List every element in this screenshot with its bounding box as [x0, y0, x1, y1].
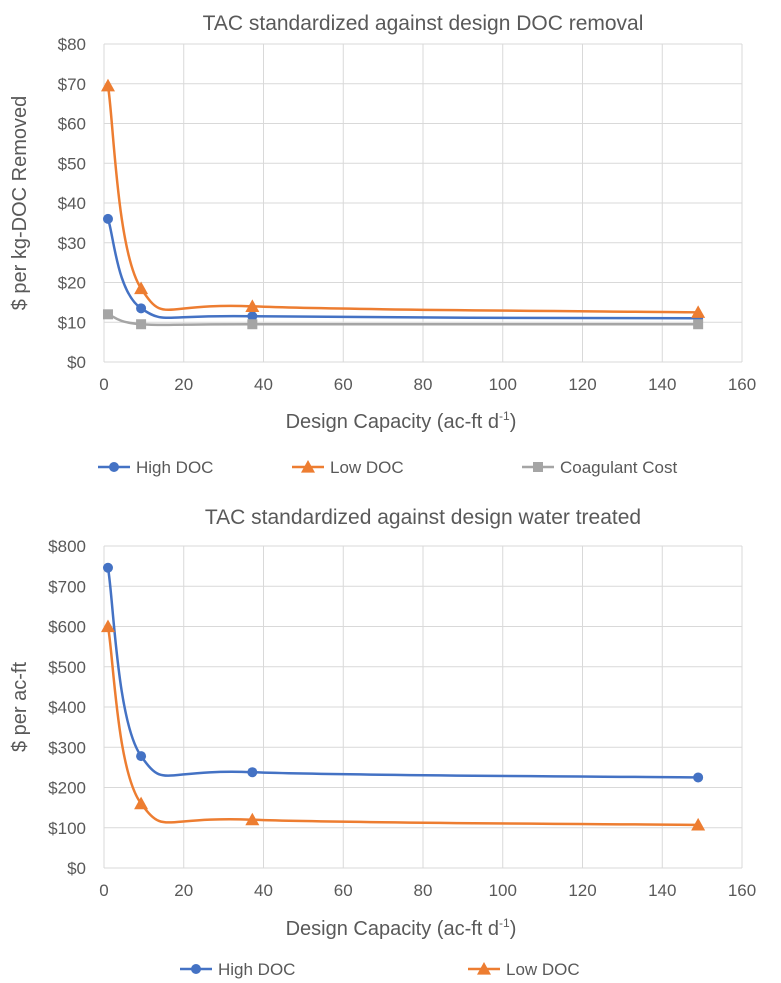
- data-point: [102, 309, 113, 320]
- series-line: [106, 567, 699, 779]
- x-tick-label: 140: [648, 375, 676, 394]
- data-point: [100, 78, 115, 92]
- series-low-doc: [100, 619, 706, 831]
- legend-marker: [109, 462, 119, 472]
- y-tick-label: $70: [58, 75, 86, 94]
- y-tick-label: $600: [48, 618, 86, 637]
- x-tick-label: 140: [648, 881, 676, 900]
- legend-label: High DOC: [218, 960, 295, 979]
- y-axis-label: $ per kg-DOC Removed: [9, 96, 31, 311]
- x-tick-label: 100: [489, 375, 517, 394]
- legend-label: Low DOC: [330, 458, 404, 477]
- x-tick-label: 20: [174, 881, 193, 900]
- legend-label: Coagulant Cost: [560, 458, 677, 477]
- y-tick-label: $200: [48, 779, 86, 798]
- x-tick-label: 60: [334, 375, 353, 394]
- y-tick-label: $800: [48, 537, 86, 556]
- y-tick-label: $60: [58, 115, 86, 134]
- x-tick-label: 0: [99, 375, 108, 394]
- legend-label: Low DOC: [506, 960, 580, 979]
- data-point: [247, 767, 258, 778]
- data-point: [691, 305, 706, 318]
- x-tick-label: 40: [254, 375, 273, 394]
- data-point: [247, 319, 258, 330]
- x-tick-label: 120: [568, 881, 596, 900]
- legend-marker: [191, 964, 201, 974]
- legend: High DOC Low DOC Coagulant Cost: [98, 458, 677, 477]
- y-tick-label: $300: [48, 738, 86, 757]
- chart-1: TAC standardized against design DOC remo…: [9, 12, 756, 477]
- data-point: [693, 772, 704, 783]
- x-tick-label: 40: [254, 881, 273, 900]
- x-axis-label: Design Capacity (ac-ft d-1): [286, 916, 517, 940]
- x-tick-label: 80: [414, 375, 433, 394]
- y-tick-label: $500: [48, 658, 86, 677]
- x-tick-label: 160: [728, 881, 756, 900]
- y-tick-label: $700: [48, 577, 86, 596]
- legend-marker: [301, 460, 315, 473]
- series-low-doc: [100, 78, 706, 318]
- data-point: [102, 213, 113, 224]
- y-axis-label: $ per ac-ft: [9, 662, 31, 752]
- chart-title: TAC standardized against design water tr…: [205, 506, 641, 529]
- y-tick-label: $0: [67, 353, 86, 372]
- data-point: [134, 796, 149, 810]
- y-tick-label: $50: [58, 154, 86, 173]
- y-tick-label: $80: [58, 35, 86, 54]
- data-point: [136, 751, 147, 762]
- data-point: [102, 562, 113, 573]
- y-tick-label: $40: [58, 194, 86, 213]
- data-point: [136, 319, 147, 330]
- series-coagulant-cost: [102, 309, 704, 330]
- x-axis-label: Design Capacity (ac-ft d-1): [286, 409, 517, 433]
- y-tick-label: $10: [58, 313, 86, 332]
- data-point: [136, 303, 147, 314]
- x-tick-label: 0: [99, 881, 108, 900]
- data-point: [245, 299, 260, 312]
- y-tick-label: $30: [58, 234, 86, 253]
- x-tick-label: 100: [489, 881, 517, 900]
- x-tick-label: 60: [334, 881, 353, 900]
- y-tick-label: $0: [67, 859, 86, 878]
- y-tick-label: $400: [48, 698, 86, 717]
- chart-title: TAC standardized against design DOC remo…: [203, 12, 644, 35]
- legend-label: High DOC: [136, 458, 213, 477]
- x-tick-label: 160: [728, 375, 756, 394]
- x-tick-label: 80: [414, 881, 433, 900]
- y-tick-label: $100: [48, 819, 86, 838]
- legend: High DOC Low DOC: [180, 960, 580, 979]
- series-high-doc: [102, 562, 704, 783]
- series-line: [106, 218, 699, 320]
- legend-marker: [533, 462, 543, 472]
- series-line: [106, 85, 699, 314]
- legend-marker: [477, 962, 491, 975]
- data-point: [134, 281, 149, 295]
- data-point: [691, 817, 706, 831]
- data-point: [693, 319, 704, 330]
- data-point: [245, 812, 260, 826]
- data-point: [247, 311, 258, 322]
- chart-2: TAC standardized against design water tr…: [9, 506, 756, 979]
- y-tick-label: $20: [58, 274, 86, 293]
- series-line: [106, 626, 699, 827]
- data-point: [100, 619, 115, 633]
- x-tick-label: 120: [568, 375, 596, 394]
- x-tick-label: 20: [174, 375, 193, 394]
